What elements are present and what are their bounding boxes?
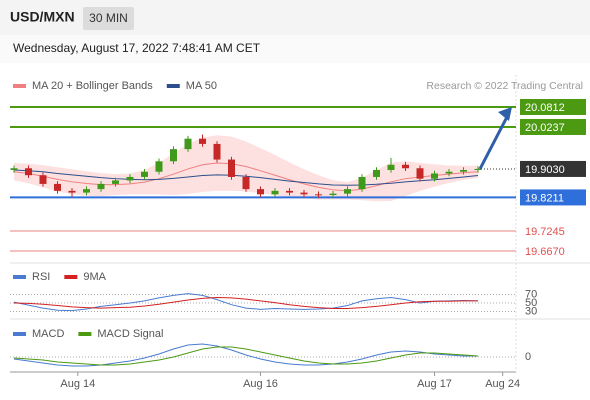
legend-swatch [13,332,26,336]
candle-body [402,164,409,169]
candle-body [170,149,177,162]
candle-body [344,189,351,194]
indicator-line [13,346,479,366]
candle-body [213,143,221,160]
candle-body [416,168,424,179]
candle-body [242,176,250,190]
y-tick-label: 70 [525,288,537,300]
y-tick-label: 0 [525,351,531,363]
candle-body [373,169,380,177]
candle-body [25,168,32,176]
candle-body [286,190,293,193]
x-tick-label: Aug 17 [417,378,452,390]
level-label: 19.9030 [525,164,565,176]
candle-body [10,168,18,170]
candle-body [112,180,119,184]
legend-label: 9MA [83,271,106,283]
candle-body [68,190,76,193]
candle-body [474,168,482,170]
forecast-arrow [478,114,510,170]
legend-label: MA 20 + Bollinger Bands [32,80,153,92]
candle-body [315,194,322,196]
y-tick-label: 30 [525,305,537,317]
candle-body [387,164,395,170]
level-box [520,160,586,177]
candle-body [83,189,90,193]
candle-body [141,171,148,177]
candle-body [184,138,192,150]
legend-label: RSI [32,271,50,283]
symbol: USD/MXN [10,9,75,25]
interval-button[interactable] [83,7,134,30]
level-box [520,189,586,206]
legend-label: MA 50 [186,80,217,92]
credit: Research © 2022 Trading Central [426,80,583,92]
interval-label[interactable]: 30 MIN [89,11,128,25]
x-tick-label: Aug 24 [485,378,520,390]
x-tick-label: Aug 16 [243,378,278,390]
forecast-arrowhead [498,106,512,121]
candle-body [54,183,61,191]
level-label: 19.6670 [525,246,565,258]
indicator-line [13,293,479,312]
y-tick-label: 50 [525,297,537,309]
candle-body [257,189,264,195]
candle-body [126,176,134,181]
indicator-line [13,343,478,367]
level-box [520,98,586,115]
legend-swatch [13,84,26,88]
legend-swatch [64,275,78,279]
candle-body [358,176,366,190]
level-label: 19.8211 [525,192,564,204]
legend-label: MACD [32,328,64,340]
candle-body [431,173,438,179]
legend-swatch [166,84,180,88]
candle-body [97,183,105,190]
timestamp: Wednesday, August 17, 2022 7:48:41 AM CE… [13,41,261,55]
level-box [520,118,586,135]
level-label: 20.0812 [525,102,565,114]
legend-swatch [13,275,26,279]
date-bar [0,35,590,63]
candle-body [155,161,163,172]
candle-body [300,192,308,195]
level-label: 19.7245 [525,226,565,238]
candle-body [199,138,206,144]
candle-body [460,169,467,172]
indicator-line [13,296,478,310]
candle-body [445,171,453,174]
level-label: 20.0237 [525,122,565,134]
candle-body [39,175,47,184]
candle-body [271,190,279,195]
legend-label: MACD Signal [97,328,163,340]
legend-swatch [78,332,92,336]
x-tick-label: Aug 14 [60,378,95,390]
candle-body [329,193,337,196]
moving-average [13,162,479,192]
candle-body [228,159,235,177]
